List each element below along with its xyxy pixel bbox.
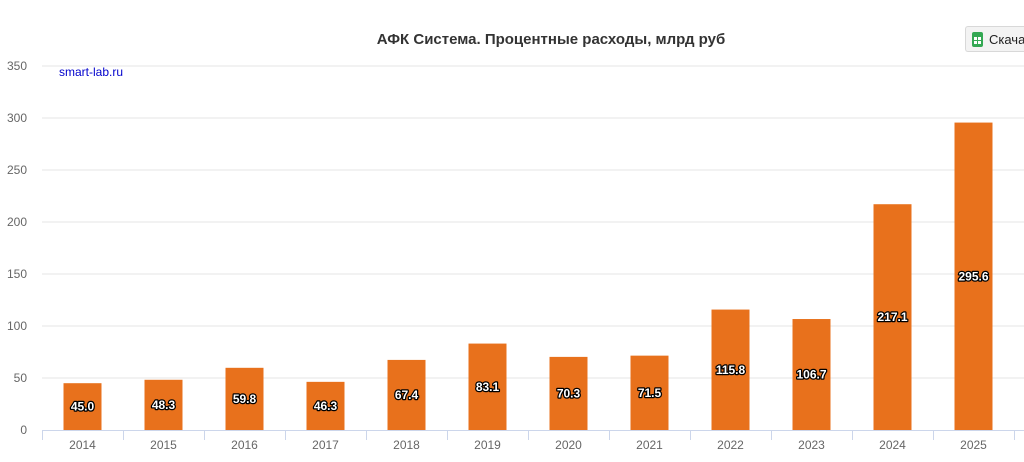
x-tick-label: 2019 [474, 438, 501, 452]
data-label: 45.0 [71, 400, 95, 414]
y-tick-label: 100 [7, 319, 27, 333]
y-tick-label: 150 [7, 267, 27, 281]
y-tick-label: 300 [7, 111, 27, 125]
x-axis: 2014 2015 2016 2017 2018 2019 2020 2021 2022 2023… [42, 430, 1024, 452]
bar[interactable] [549, 356, 588, 430]
chart-credit[interactable]: smart-lab.ru [59, 65, 123, 79]
bar[interactable] [954, 122, 993, 431]
bar[interactable] [873, 204, 912, 430]
x-tick-label: 2014 [69, 438, 96, 452]
data-label: 71.5 [638, 386, 662, 400]
x-tick-label: 2015 [150, 438, 177, 452]
bar[interactable] [144, 379, 183, 430]
spreadsheet-icon [972, 31, 983, 47]
y-tick-label: 200 [7, 215, 27, 229]
x-tick-label: 2024 [879, 438, 906, 452]
bar[interactable] [225, 367, 264, 430]
x-tick-label: 2017 [312, 438, 339, 452]
y-axis: 0 50 100 150 200 250 300 350 [7, 59, 27, 437]
bar[interactable] [468, 343, 507, 430]
y-tick-label: 350 [7, 59, 27, 73]
x-tick-label: 2022 [717, 438, 744, 452]
data-label: 59.8 [233, 392, 257, 406]
x-tick-label: 2023 [798, 438, 825, 452]
x-tick-label: 2018 [393, 438, 420, 452]
data-label: 83.1 [476, 380, 500, 394]
download-button[interactable]: Скача [965, 26, 1024, 52]
y-tick-label: 0 [20, 423, 27, 437]
x-tick-label: 2025 [960, 438, 987, 452]
data-label: 67.4 [395, 388, 419, 402]
data-labels: 45.0 48.3 59.8 46.3 67.4 83.1 70.3 71.5 115.8 106… [70, 268, 991, 415]
y-tick-label: 50 [14, 371, 28, 385]
bar[interactable] [630, 355, 669, 430]
x-tick-label: 2021 [636, 438, 663, 452]
bars [63, 122, 993, 431]
chart-title: АФК Система. Процентные расходы, млрд ру… [377, 31, 725, 48]
data-label: 217.1 [877, 310, 907, 324]
bar[interactable] [306, 381, 345, 430]
data-label: 115.8 [716, 363, 746, 377]
data-label: 106.7 [796, 368, 826, 382]
bar[interactable] [792, 319, 831, 430]
data-label: 48.3 [152, 398, 176, 412]
download-button-label: Скача [989, 31, 1024, 47]
bar[interactable] [63, 383, 102, 430]
data-label: 70.3 [557, 386, 581, 400]
bar[interactable] [387, 359, 426, 430]
y-tick-label: 250 [7, 163, 27, 177]
x-tick-label: 2020 [555, 438, 582, 452]
grid-lines [42, 65, 1024, 379]
data-label: 295.6 [958, 269, 988, 283]
x-tick-label: 2016 [231, 438, 258, 452]
data-label: 46.3 [314, 399, 338, 413]
bar[interactable] [711, 309, 750, 430]
